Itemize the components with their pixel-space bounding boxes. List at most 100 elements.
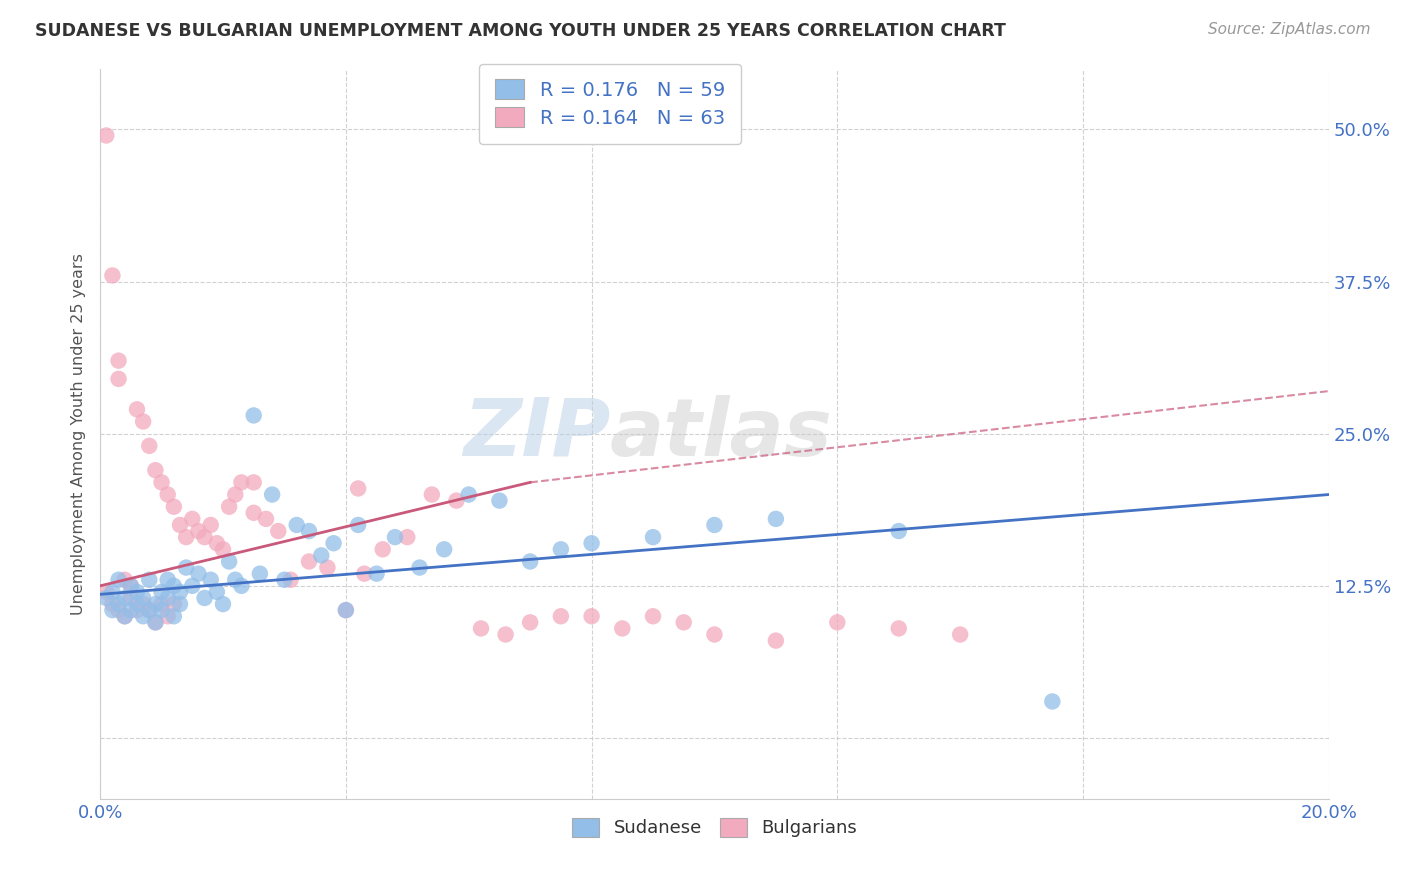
Point — [262, 487, 284, 501]
Text: ZIP: ZIP — [463, 394, 610, 473]
Point — [316, 560, 339, 574]
Point — [125, 597, 148, 611]
Point — [285, 518, 308, 533]
Point — [581, 536, 603, 550]
Point — [174, 560, 197, 574]
Point — [446, 493, 468, 508]
Point — [120, 591, 142, 605]
Point — [101, 603, 124, 617]
Point — [114, 609, 136, 624]
Point — [273, 573, 295, 587]
Point — [150, 475, 173, 490]
Point — [765, 512, 787, 526]
Point — [96, 128, 118, 143]
Point — [125, 402, 148, 417]
Point — [107, 603, 129, 617]
Point — [120, 603, 142, 617]
Point — [231, 579, 253, 593]
Point — [703, 627, 725, 641]
Point — [200, 518, 222, 533]
Point — [107, 353, 129, 368]
Point — [138, 439, 160, 453]
Point — [107, 372, 129, 386]
Point — [396, 530, 419, 544]
Point — [145, 615, 167, 630]
Point — [138, 573, 160, 587]
Point — [827, 615, 849, 630]
Point — [242, 409, 264, 423]
Text: SUDANESE VS BULGARIAN UNEMPLOYMENT AMONG YOUTH UNDER 25 YEARS CORRELATION CHART: SUDANESE VS BULGARIAN UNEMPLOYMENT AMONG… — [35, 22, 1007, 40]
Point — [125, 585, 148, 599]
Point — [107, 597, 129, 611]
Point — [193, 591, 215, 605]
Point — [457, 487, 479, 501]
Point — [156, 487, 179, 501]
Point — [101, 597, 124, 611]
Point — [132, 591, 155, 605]
Point — [187, 524, 209, 538]
Point — [169, 518, 191, 533]
Point — [335, 603, 357, 617]
Point — [181, 512, 204, 526]
Point — [150, 597, 173, 611]
Point — [298, 554, 321, 568]
Point — [96, 591, 118, 605]
Point — [581, 609, 603, 624]
Point — [114, 609, 136, 624]
Point — [107, 573, 129, 587]
Point — [132, 415, 155, 429]
Point — [212, 542, 235, 557]
Point — [550, 542, 572, 557]
Point — [138, 603, 160, 617]
Point — [163, 609, 186, 624]
Point — [384, 530, 406, 544]
Point — [765, 633, 787, 648]
Point — [242, 506, 264, 520]
Point — [641, 609, 664, 624]
Point — [163, 597, 186, 611]
Point — [366, 566, 388, 581]
Point — [218, 500, 240, 514]
Point — [145, 463, 167, 477]
Point — [205, 536, 228, 550]
Point — [495, 627, 517, 641]
Y-axis label: Unemployment Among Youth under 25 years: Unemployment Among Youth under 25 years — [72, 252, 86, 615]
Point — [347, 518, 370, 533]
Point — [347, 482, 370, 496]
Point — [212, 597, 235, 611]
Point — [470, 622, 492, 636]
Text: Source: ZipAtlas.com: Source: ZipAtlas.com — [1208, 22, 1371, 37]
Point — [132, 609, 155, 624]
Point — [205, 585, 228, 599]
Point — [101, 268, 124, 283]
Point — [150, 603, 173, 617]
Point — [420, 487, 443, 501]
Point — [96, 585, 118, 599]
Point — [145, 615, 167, 630]
Point — [101, 585, 124, 599]
Point — [335, 603, 357, 617]
Point — [371, 542, 394, 557]
Point — [174, 530, 197, 544]
Point — [298, 524, 321, 538]
Point — [231, 475, 253, 490]
Point — [703, 518, 725, 533]
Point — [224, 487, 246, 501]
Point — [156, 591, 179, 605]
Point — [150, 585, 173, 599]
Point — [322, 536, 344, 550]
Point — [254, 512, 277, 526]
Point — [519, 554, 541, 568]
Legend: Sudanese, Bulgarians: Sudanese, Bulgarians — [565, 811, 865, 845]
Point — [193, 530, 215, 544]
Point — [311, 549, 333, 563]
Point — [120, 579, 142, 593]
Point — [249, 566, 271, 581]
Point — [887, 524, 910, 538]
Point — [200, 573, 222, 587]
Point — [169, 585, 191, 599]
Point — [138, 603, 160, 617]
Point — [488, 493, 510, 508]
Point — [433, 542, 456, 557]
Point — [1040, 694, 1063, 708]
